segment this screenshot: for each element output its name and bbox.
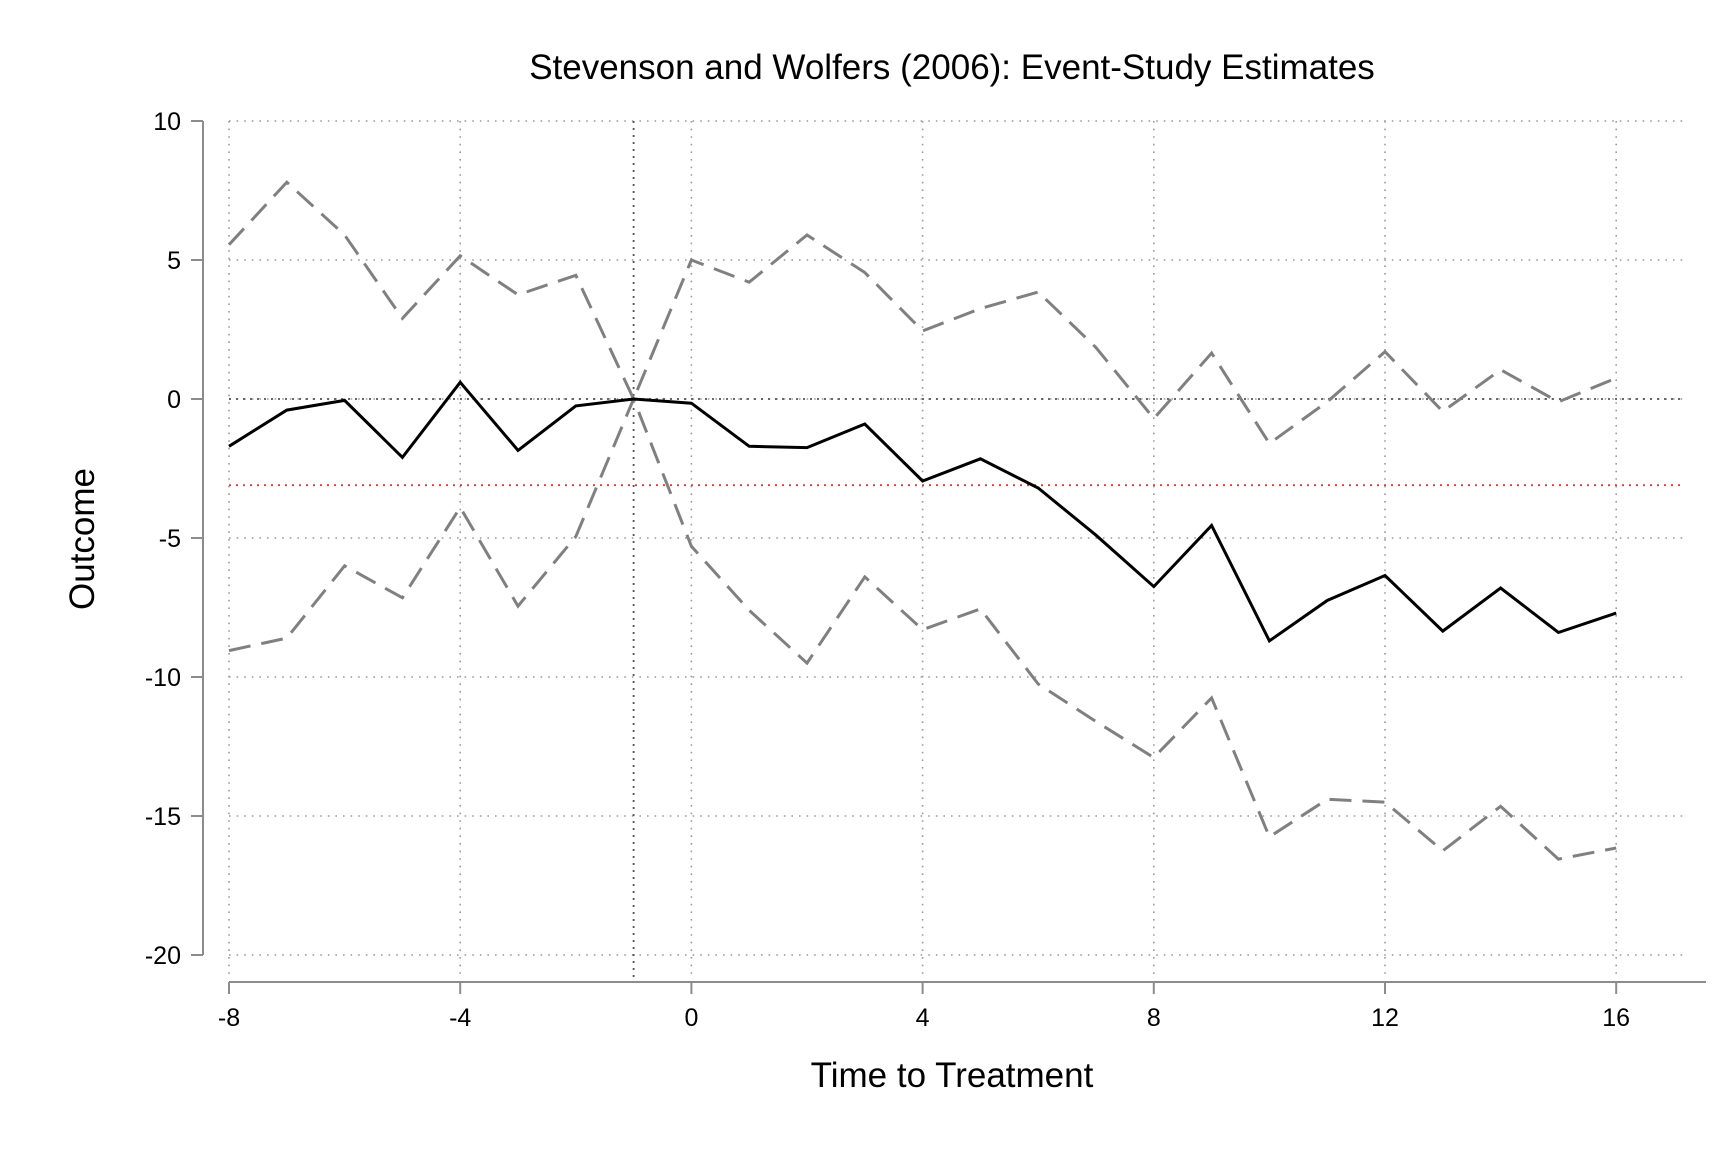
x-tick-label: 4: [916, 1004, 930, 1032]
y-tick-label: -5: [159, 525, 181, 553]
y-tick-label: 5: [167, 247, 181, 275]
grid-lines: [228, 120, 1684, 976]
y-tick-label: -20: [145, 942, 181, 970]
reference-lines: [229, 121, 1684, 978]
x-tick-label: 8: [1147, 1004, 1161, 1032]
series-line-upper-ci: [227, 180, 1617, 446]
y-tick-label: -10: [145, 664, 181, 692]
x-tick-label: -4: [449, 1004, 471, 1032]
x-tick-label: 12: [1371, 1004, 1399, 1032]
x-tick-label: 0: [684, 1004, 698, 1032]
x-axis-title: Time to Treatment: [811, 1056, 1094, 1095]
y-axis-title: Outcome: [63, 468, 102, 610]
y-tick-label: 0: [167, 386, 181, 414]
chart-title: Stevenson and Wolfers (2006): Event-Stud…: [529, 48, 1375, 87]
axes: [202, 121, 1706, 983]
series: [227, 180, 1617, 861]
series-line-estimate: [228, 379, 1617, 644]
x-tick-label: -8: [218, 1004, 240, 1032]
ticks: 10 5 0 -5 -10 -15 -20 -8 -4 0 4 8 12 16: [145, 108, 1630, 1032]
y-tick-label: 10: [153, 108, 181, 136]
y-tick-label: -15: [145, 803, 181, 831]
x-tick-label: 16: [1602, 1004, 1630, 1032]
